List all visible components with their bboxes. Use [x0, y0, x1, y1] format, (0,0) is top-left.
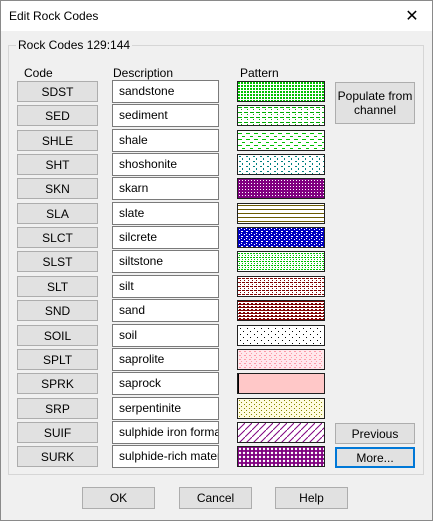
close-icon[interactable]: ✕	[405, 8, 419, 25]
description-input-sht[interactable]: shoshonite	[112, 153, 219, 176]
description-input-srp[interactable]: serpentinite	[112, 397, 219, 420]
code-button-sht[interactable]: SHT	[17, 154, 98, 175]
code-button-shle[interactable]: SHLE	[17, 130, 98, 151]
pattern-column-header: Pattern	[240, 66, 279, 80]
code-button-srp[interactable]: SRP	[17, 398, 98, 419]
pattern-swatch-sprk[interactable]	[237, 373, 325, 394]
description-input-surk[interactable]: sulphide-rich materia	[112, 445, 219, 468]
code-button-sdst[interactable]: SDST	[17, 81, 98, 102]
populate-from-channel-button[interactable]: Populate from channel	[335, 82, 415, 124]
code-button-suif[interactable]: SUIF	[17, 422, 98, 443]
code-button-soil[interactable]: SOIL	[17, 325, 98, 346]
title-bar: Edit Rock Codes ✕	[1, 1, 432, 31]
description-input-suif[interactable]: sulphide iron formati	[112, 421, 219, 444]
pattern-swatch-soil[interactable]	[237, 325, 325, 346]
description-input-slst[interactable]: siltstone	[112, 250, 219, 273]
description-input-sed[interactable]: sediment	[112, 104, 219, 127]
description-column-header: Description	[113, 66, 174, 80]
code-column-header: Code	[24, 66, 53, 80]
group-label: Rock Codes 129:144	[16, 38, 133, 52]
pattern-swatch-surk[interactable]	[237, 446, 325, 467]
code-button-splt[interactable]: SPLT	[17, 349, 98, 370]
pattern-swatch-slst[interactable]	[237, 251, 325, 272]
description-input-skn[interactable]: skarn	[112, 177, 219, 200]
code-button-slst[interactable]: SLST	[17, 251, 98, 272]
previous-button[interactable]: Previous	[335, 423, 415, 444]
pattern-swatch-sht[interactable]	[237, 154, 325, 175]
pattern-swatch-snd[interactable]	[237, 300, 325, 321]
code-button-slct[interactable]: SLCT	[17, 227, 98, 248]
pattern-swatch-splt[interactable]	[237, 349, 325, 370]
description-input-sla[interactable]: slate	[112, 202, 219, 225]
description-input-soil[interactable]: soil	[112, 324, 219, 347]
pattern-swatch-slct[interactable]	[237, 227, 325, 248]
help-button[interactable]: Help	[275, 487, 348, 509]
pattern-swatch-slt[interactable]	[237, 276, 325, 297]
more-button[interactable]: More...	[335, 447, 415, 468]
description-input-snd[interactable]: sand	[112, 299, 219, 322]
pattern-swatch-sdst[interactable]	[237, 81, 325, 102]
pattern-swatch-sed[interactable]	[237, 105, 325, 126]
pattern-swatch-shle[interactable]	[237, 130, 325, 151]
ok-button[interactable]: OK	[82, 487, 155, 509]
code-button-slt[interactable]: SLT	[17, 276, 98, 297]
description-input-sdst[interactable]: sandstone	[112, 80, 219, 103]
code-button-snd[interactable]: SND	[17, 300, 98, 321]
code-button-surk[interactable]: SURK	[17, 446, 98, 467]
description-input-splt[interactable]: saprolite	[112, 348, 219, 371]
pattern-swatch-srp[interactable]	[237, 398, 325, 419]
description-input-shle[interactable]: shale	[112, 129, 219, 152]
pattern-swatch-suif[interactable]	[237, 422, 325, 443]
code-button-skn[interactable]: SKN	[17, 178, 98, 199]
pattern-swatch-skn[interactable]	[237, 178, 325, 199]
cancel-button[interactable]: Cancel	[179, 487, 252, 509]
code-button-sed[interactable]: SED	[17, 105, 98, 126]
description-input-slt[interactable]: silt	[112, 275, 219, 298]
code-button-sla[interactable]: SLA	[17, 203, 98, 224]
pattern-swatch-sla[interactable]	[237, 203, 325, 224]
description-input-sprk[interactable]: saprock	[112, 372, 219, 395]
window-title: Edit Rock Codes	[9, 9, 99, 23]
rock-codes-group	[8, 45, 424, 475]
description-input-slct[interactable]: silcrete	[112, 226, 219, 249]
code-button-sprk[interactable]: SPRK	[17, 373, 98, 394]
